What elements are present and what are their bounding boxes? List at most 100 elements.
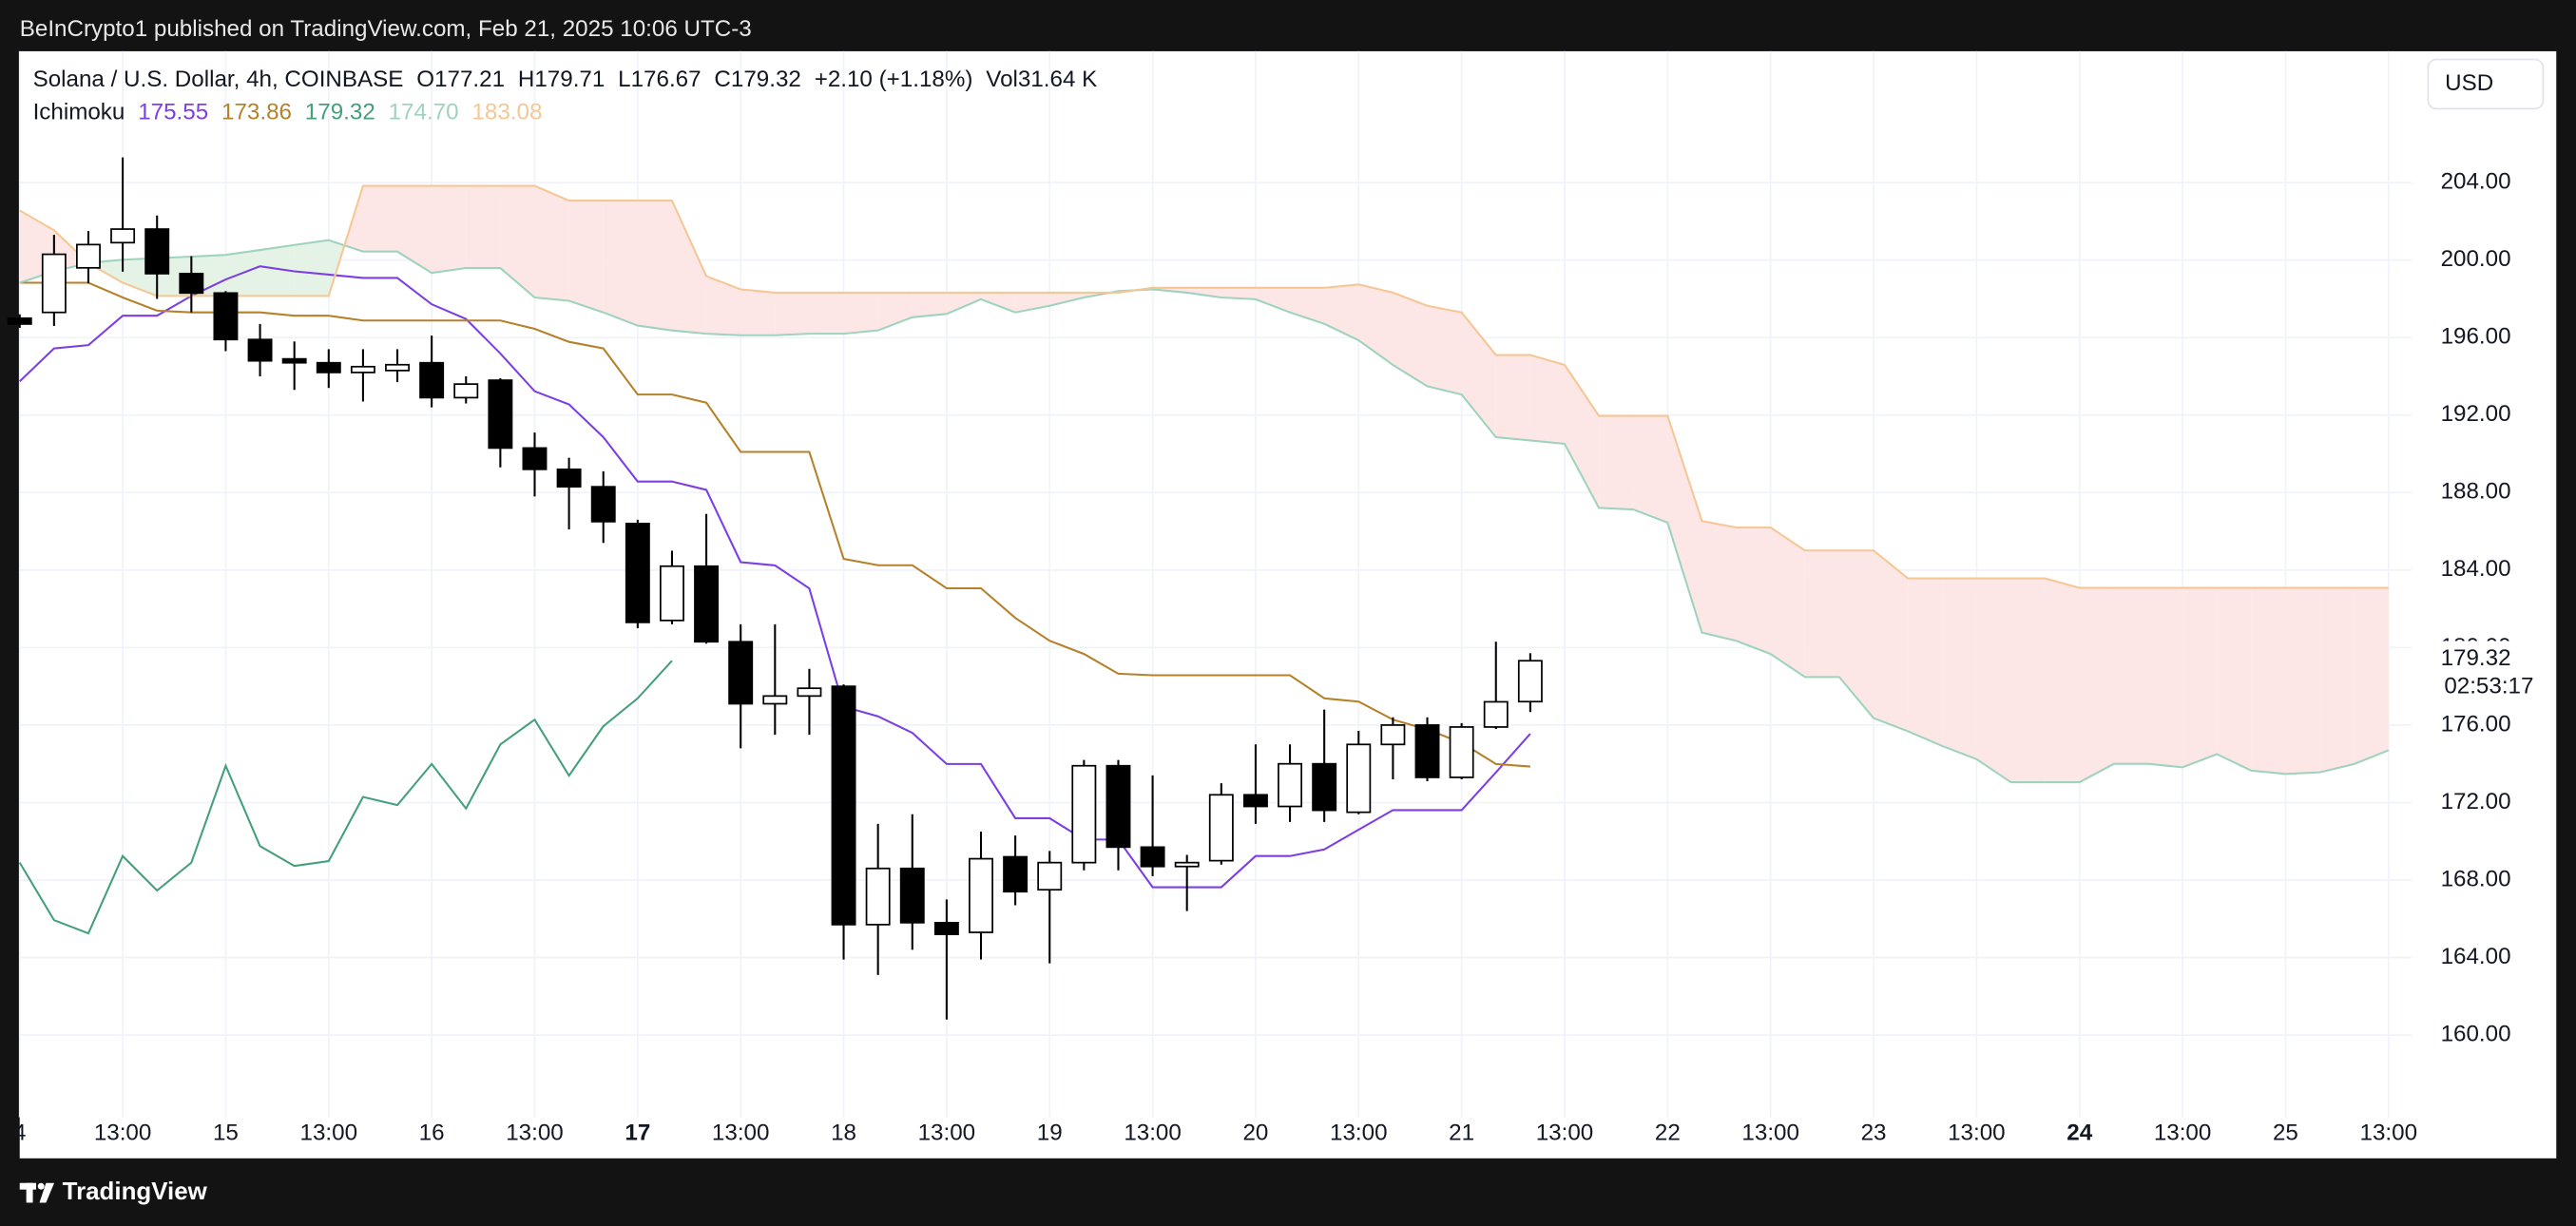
candle-body [1483, 700, 1509, 728]
candle-body [933, 921, 959, 935]
cloud [1599, 415, 1634, 510]
cloud [568, 201, 604, 313]
cloud [397, 185, 433, 274]
legend-line: Solana / U.S. Dollar, 4h, COINBASE O177.2… [33, 67, 1098, 92]
indicator-value: 173.86 [221, 100, 292, 125]
cloud [2319, 587, 2355, 773]
cloud [843, 292, 878, 335]
currency-button[interactable] [2427, 58, 2545, 110]
x-tick-label: 23 [1861, 1120, 1887, 1145]
cloud [1255, 287, 1291, 313]
cloud [1804, 550, 1839, 678]
x-tick-label: 4 [13, 1120, 26, 1145]
candle-body [316, 361, 341, 374]
candle-body [659, 565, 684, 622]
ichimoku-line [19, 281, 1530, 768]
x-tick-label: 13:00 [1741, 1120, 1799, 1145]
x-tick-label: 13:00 [1330, 1120, 1388, 1145]
ohlc-value: O177.21 [416, 67, 505, 92]
x-tick-label: 25 [2273, 1120, 2298, 1145]
candle-body [797, 687, 822, 698]
candle-body [1071, 764, 1097, 864]
cloud [1358, 284, 1394, 365]
candle-body [385, 363, 410, 372]
y-tick-label: 196.00 [2441, 324, 2511, 350]
logo-part [37, 1182, 45, 1190]
x-tick-label: 21 [1449, 1120, 1474, 1145]
candle-body [419, 361, 445, 399]
x-tick-label: 13:00 [1536, 1120, 1594, 1145]
cloud [1942, 578, 1977, 759]
candle-body [556, 468, 582, 488]
x-tick-label: 13:00 [94, 1120, 152, 1145]
candle-body [865, 867, 891, 926]
y-tick-label: 188.00 [2441, 479, 2511, 505]
y-tick-label: 160.00 [2441, 1021, 2511, 1046]
cloud [2113, 587, 2148, 764]
cloud [1529, 354, 1565, 444]
y-tick-label: 204.00 [2441, 169, 2511, 195]
cloud [294, 239, 329, 297]
cloud [775, 292, 810, 335]
cloud [2217, 587, 2252, 771]
indicator-legend: Ichimoku 175.55 173.86 179.32 174.70 183.08 [33, 100, 543, 125]
logo-part [39, 1182, 55, 1203]
cloud [1221, 287, 1256, 299]
candle-body [728, 641, 754, 705]
countdown-label: 02:53:17 [2444, 673, 2533, 699]
cloud [466, 185, 501, 269]
y-tick-label: 192.00 [2441, 401, 2511, 427]
ichimoku-line [19, 239, 2390, 784]
cloud [2251, 587, 2286, 775]
ohlc-value: H179.71 [518, 67, 605, 92]
cloud [1701, 521, 1737, 642]
indicator-name: Ichimoku [33, 100, 125, 125]
x-tick-label: 19 [1037, 1120, 1063, 1145]
x-tick-label: 13:00 [506, 1120, 564, 1145]
candle-body [1312, 762, 1337, 812]
cloud [1736, 527, 1771, 655]
y-tick-label: 184.00 [2441, 556, 2511, 582]
symbol: Solana / U.S. Dollar, 4h, COINBASE [33, 67, 404, 92]
cloud [1564, 364, 1600, 508]
x-tick-label: 15 [213, 1120, 239, 1145]
candle-body [7, 316, 32, 325]
cloud [912, 292, 947, 317]
candle-body [281, 357, 307, 364]
candle-body [350, 365, 375, 374]
cloud [534, 185, 569, 301]
currency-label[interactable]: USD [2445, 70, 2493, 96]
candle-body [76, 243, 101, 269]
cloud [1838, 550, 1874, 718]
cloud [2045, 578, 2080, 783]
x-tick-label: 13:00 [712, 1120, 770, 1145]
candle-body [213, 292, 239, 341]
x-tick-label: 13:00 [1948, 1120, 2006, 1145]
cloud [2010, 578, 2046, 783]
y-tick-label: 172.00 [2441, 789, 2511, 814]
cloud [981, 292, 1016, 313]
candle-body [179, 273, 204, 295]
ohlc-value: Vol31.64 K [986, 67, 1097, 92]
candle-body [694, 565, 720, 643]
footer-brand: TradingView [63, 1178, 208, 1205]
y-tick-label: 168.00 [2441, 866, 2511, 891]
cloud [1667, 415, 1702, 633]
cloud [1461, 312, 1496, 437]
indicator-value: 183.08 [471, 100, 542, 125]
y-tick-label: 176.00 [2441, 711, 2511, 737]
candle-body [1242, 794, 1268, 808]
x-tick-label: 24 [2067, 1120, 2092, 1145]
cloud [1324, 284, 1359, 341]
cloud [1976, 578, 2011, 783]
cloud [2079, 587, 2114, 783]
candle-body [144, 228, 170, 275]
price-label: 179.32 [2441, 645, 2511, 671]
cloud [1495, 354, 1530, 441]
x-tick-label: 16 [419, 1120, 445, 1145]
candle-body [110, 228, 136, 244]
ohlc-value: C179.32 [714, 67, 800, 92]
candle-body [1414, 724, 1440, 778]
candle-body [625, 523, 650, 623]
